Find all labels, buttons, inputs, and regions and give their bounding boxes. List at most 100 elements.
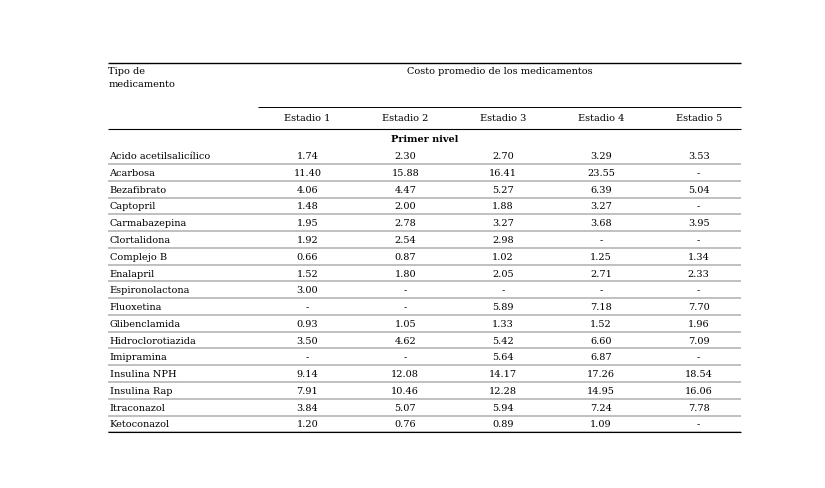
Text: 10.46: 10.46 — [391, 386, 419, 395]
Text: 1.52: 1.52 — [296, 269, 318, 278]
Text: 23.55: 23.55 — [587, 168, 615, 178]
Text: Espironolactona: Espironolactona — [110, 286, 190, 295]
Text: Hidroclorotiazida: Hidroclorotiazida — [110, 336, 196, 345]
Text: Enalapril: Enalapril — [110, 269, 155, 278]
Text: 0.66: 0.66 — [297, 252, 318, 261]
Text: 4.06: 4.06 — [297, 185, 318, 194]
Text: 5.89: 5.89 — [493, 303, 514, 311]
Text: Carmabazepina: Carmabazepina — [110, 219, 186, 228]
Text: -: - — [306, 303, 309, 311]
Text: 1.92: 1.92 — [296, 236, 318, 244]
Text: Glibenclamida: Glibenclamida — [110, 319, 181, 328]
Text: Estadio 1: Estadio 1 — [285, 114, 331, 123]
Text: 2.33: 2.33 — [688, 269, 710, 278]
Text: 1.09: 1.09 — [590, 420, 611, 428]
Text: 1.80: 1.80 — [394, 269, 416, 278]
Text: Costo promedio de los medicamentos: Costo promedio de los medicamentos — [407, 67, 592, 76]
Text: 3.68: 3.68 — [590, 219, 611, 228]
Text: 16.06: 16.06 — [685, 386, 713, 395]
Text: -: - — [403, 286, 407, 295]
Text: 2.00: 2.00 — [394, 202, 416, 211]
Text: 5.42: 5.42 — [493, 336, 514, 345]
Text: 12.08: 12.08 — [391, 369, 419, 378]
Text: 2.30: 2.30 — [394, 152, 416, 161]
Text: Clortalidona: Clortalidona — [110, 236, 171, 244]
Text: 1.96: 1.96 — [688, 319, 710, 328]
Text: 3.50: 3.50 — [297, 336, 318, 345]
Text: Fluoxetina: Fluoxetina — [110, 303, 162, 311]
Text: 15.88: 15.88 — [391, 168, 419, 178]
Text: Imipramina: Imipramina — [110, 353, 167, 362]
Text: -: - — [599, 236, 602, 244]
Text: 5.04: 5.04 — [688, 185, 710, 194]
Text: 9.14: 9.14 — [296, 369, 318, 378]
Text: 3.27: 3.27 — [590, 202, 612, 211]
Text: 4.47: 4.47 — [394, 185, 416, 194]
Text: 2.78: 2.78 — [394, 219, 416, 228]
Text: 0.76: 0.76 — [394, 420, 416, 428]
Text: 3.00: 3.00 — [297, 286, 318, 295]
Text: 1.88: 1.88 — [493, 202, 514, 211]
Text: 18.54: 18.54 — [685, 369, 713, 378]
Text: Itraconazol: Itraconazol — [110, 403, 165, 412]
Text: -: - — [697, 420, 700, 428]
Text: 2.70: 2.70 — [493, 152, 514, 161]
Text: 11.40: 11.40 — [294, 168, 322, 178]
Text: 1.74: 1.74 — [296, 152, 318, 161]
Text: 1.25: 1.25 — [590, 252, 612, 261]
Text: 3.95: 3.95 — [688, 219, 710, 228]
Text: -: - — [306, 353, 309, 362]
Text: Insulina NPH: Insulina NPH — [110, 369, 177, 378]
Text: Insulina Rap: Insulina Rap — [110, 386, 172, 395]
Text: 4.62: 4.62 — [394, 336, 416, 345]
Text: -: - — [403, 303, 407, 311]
Text: 7.91: 7.91 — [296, 386, 318, 395]
Text: -: - — [697, 286, 700, 295]
Text: Acarbosa: Acarbosa — [110, 168, 155, 178]
Text: 12.28: 12.28 — [489, 386, 517, 395]
Text: 2.05: 2.05 — [493, 269, 514, 278]
Text: Captopril: Captopril — [110, 202, 156, 211]
Text: 5.07: 5.07 — [394, 403, 416, 412]
Text: Primer nivel: Primer nivel — [391, 135, 459, 143]
Text: -: - — [697, 202, 700, 211]
Text: 5.27: 5.27 — [493, 185, 514, 194]
Text: Estadio 3: Estadio 3 — [480, 114, 526, 123]
Text: 16.41: 16.41 — [489, 168, 517, 178]
Text: 2.71: 2.71 — [590, 269, 612, 278]
Text: 1.05: 1.05 — [394, 319, 416, 328]
Text: -: - — [599, 286, 602, 295]
Text: Ketoconazol: Ketoconazol — [110, 420, 170, 428]
Text: 5.94: 5.94 — [493, 403, 514, 412]
Text: 1.34: 1.34 — [688, 252, 710, 261]
Text: 1.95: 1.95 — [297, 219, 318, 228]
Text: 5.64: 5.64 — [493, 353, 514, 362]
Text: 17.26: 17.26 — [587, 369, 615, 378]
Text: 0.89: 0.89 — [493, 420, 514, 428]
Text: 14.95: 14.95 — [587, 386, 615, 395]
Text: 3.27: 3.27 — [493, 219, 514, 228]
Text: 14.17: 14.17 — [489, 369, 517, 378]
Text: 0.87: 0.87 — [394, 252, 416, 261]
Text: 7.18: 7.18 — [590, 303, 612, 311]
Text: 6.39: 6.39 — [590, 185, 611, 194]
Text: -: - — [697, 353, 700, 362]
Text: 1.02: 1.02 — [493, 252, 514, 261]
Text: Estadio 4: Estadio 4 — [578, 114, 624, 123]
Text: -: - — [697, 168, 700, 178]
Text: 3.53: 3.53 — [688, 152, 710, 161]
Text: 1.33: 1.33 — [493, 319, 514, 328]
Text: Estadio 5: Estadio 5 — [676, 114, 722, 123]
Text: 3.29: 3.29 — [590, 152, 612, 161]
Text: -: - — [502, 286, 505, 295]
Text: -: - — [697, 236, 700, 244]
Text: Estadio 2: Estadio 2 — [382, 114, 428, 123]
Text: 1.52: 1.52 — [590, 319, 612, 328]
Text: 3.84: 3.84 — [296, 403, 318, 412]
Text: -: - — [403, 353, 407, 362]
Text: Complejo B: Complejo B — [110, 252, 167, 261]
Text: 7.09: 7.09 — [688, 336, 710, 345]
Text: 2.54: 2.54 — [394, 236, 416, 244]
Text: 1.48: 1.48 — [296, 202, 318, 211]
Text: Tipo de
medicamento: Tipo de medicamento — [108, 67, 175, 89]
